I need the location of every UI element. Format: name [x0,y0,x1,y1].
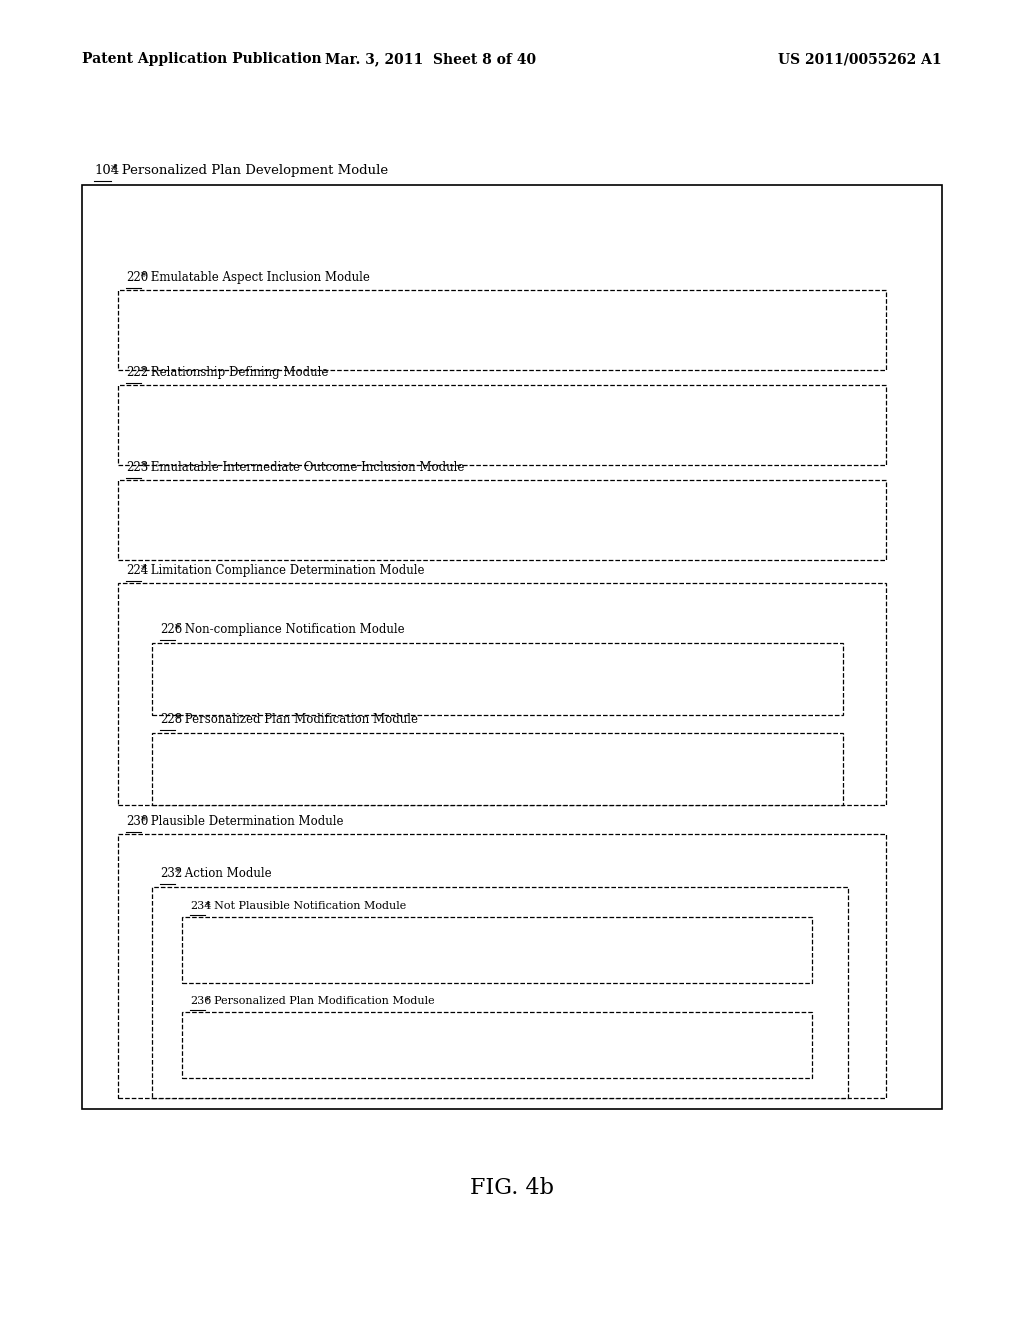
Text: Patent Application Publication: Patent Application Publication [82,53,322,66]
Text: * Personalized Plan Modification Module: * Personalized Plan Modification Module [175,713,418,726]
Text: 232: 232 [160,867,182,880]
Bar [118,583,886,805]
Text: 104: 104 [94,164,120,177]
Text: * Action Module: * Action Module [175,867,271,880]
Text: * Plausible Determination Module: * Plausible Determination Module [141,814,344,828]
Text: 222: 222 [126,366,148,379]
Bar [182,917,812,983]
Text: 223: 223 [126,461,148,474]
Bar [118,834,886,1098]
Text: 220: 220 [126,271,148,284]
Bar [118,290,886,370]
Text: * Personalized Plan Development Module: * Personalized Plan Development Module [112,164,388,177]
Text: * Personalized Plan Modification Module: * Personalized Plan Modification Module [205,995,434,1006]
Bar [152,643,843,715]
Text: 230: 230 [126,814,148,828]
Bar [82,185,942,1109]
Bar [118,385,886,465]
Text: US 2011/0055262 A1: US 2011/0055262 A1 [778,53,942,66]
Bar [152,887,848,1098]
Text: FIG. 4b: FIG. 4b [470,1177,554,1199]
Text: * Relationship Defining Module: * Relationship Defining Module [141,366,329,379]
Text: 226: 226 [160,623,182,636]
Text: * Emulatable Aspect Inclusion Module: * Emulatable Aspect Inclusion Module [141,271,370,284]
Bar [118,480,886,560]
Text: * Non-compliance Notification Module: * Non-compliance Notification Module [175,623,404,636]
Text: * Not Plausible Notification Module: * Not Plausible Notification Module [205,900,407,911]
Bar [152,733,843,805]
Text: 224: 224 [126,564,148,577]
Text: 234: 234 [190,900,212,911]
Bar [182,1012,812,1078]
Text: Mar. 3, 2011  Sheet 8 of 40: Mar. 3, 2011 Sheet 8 of 40 [325,53,536,66]
Text: 236: 236 [190,995,212,1006]
Text: 228: 228 [160,713,182,726]
Text: * Emulatable Intermediate Outcome Inclusion Module: * Emulatable Intermediate Outcome Inclus… [141,461,465,474]
Text: * Limitation Compliance Determination Module: * Limitation Compliance Determination Mo… [141,564,425,577]
